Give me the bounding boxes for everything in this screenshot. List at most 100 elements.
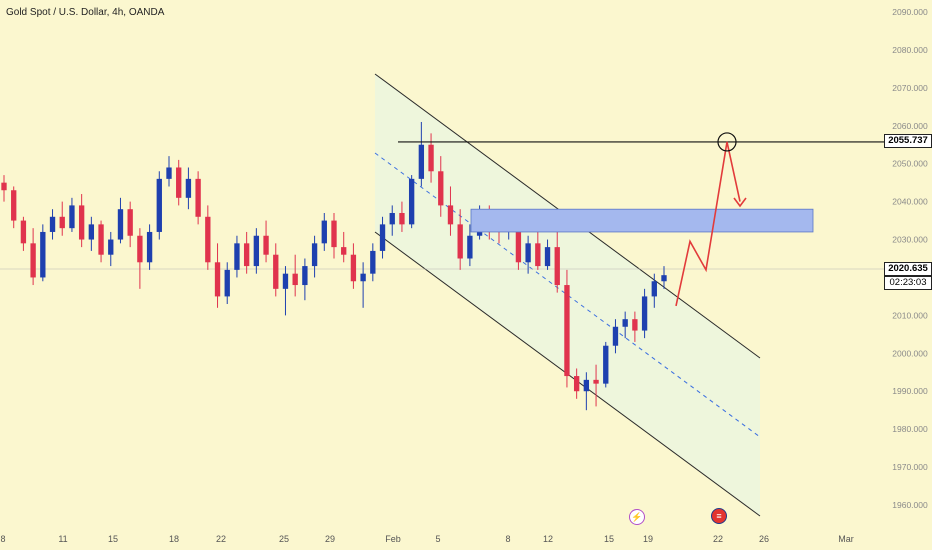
candle-body	[98, 224, 104, 255]
candle-body	[389, 212, 395, 225]
candle-body	[273, 254, 279, 289]
last-price-tag: 2020.635	[884, 262, 932, 276]
candle-body	[554, 247, 560, 286]
y-tick-label: 1960.000	[892, 500, 928, 510]
candle-body	[438, 171, 444, 206]
y-tick-label: 1980.000	[892, 424, 928, 434]
candle-body	[88, 224, 95, 240]
candle-body	[661, 275, 667, 282]
candle-body	[360, 273, 366, 282]
candle-body	[564, 285, 570, 377]
candle-body	[282, 273, 289, 289]
candle-body	[428, 144, 434, 172]
candle-body	[535, 243, 541, 267]
candle-body	[117, 209, 124, 240]
candle-body	[69, 205, 75, 229]
y-tick-label: 2090.000	[892, 7, 928, 17]
candle-body	[573, 376, 580, 392]
y-tick-label: 2060.000	[892, 121, 928, 131]
candle-body	[583, 379, 590, 392]
candle-body	[379, 224, 386, 251]
resistance-zone[interactable]	[470, 208, 814, 233]
us-flag-icon[interactable]: ≡	[711, 508, 727, 524]
candle-body	[603, 345, 609, 384]
x-tick-label: 8	[0, 534, 5, 544]
candle-body	[418, 144, 425, 179]
candle-body	[243, 243, 250, 267]
candle-body	[370, 250, 376, 274]
candle-body	[457, 224, 463, 259]
candle-body	[331, 220, 337, 248]
x-tick-label: 12	[543, 534, 553, 544]
candle-body	[20, 220, 27, 244]
candle-body	[166, 167, 172, 179]
candle-body	[311, 243, 318, 267]
candle-body	[292, 273, 298, 286]
candle-body	[146, 231, 153, 263]
x-tick-label: 15	[108, 534, 118, 544]
y-tick-label: 1990.000	[892, 386, 928, 396]
y-tick-label: 2010.000	[892, 310, 928, 320]
y-tick-label: 2030.000	[892, 235, 928, 245]
y-tick-label: 2040.000	[892, 197, 928, 207]
projection-path[interactable]	[675, 141, 741, 307]
x-tick-label: 5	[435, 534, 440, 544]
candle-body	[408, 178, 415, 225]
candle-body	[176, 167, 182, 198]
candle-body	[49, 216, 56, 232]
candle-body	[185, 178, 192, 198]
candle-body	[399, 212, 405, 225]
candle-body	[234, 243, 240, 270]
x-tick-label: 8	[505, 534, 510, 544]
candle-body	[127, 209, 133, 236]
x-tick-label: 19	[643, 534, 653, 544]
candle-body	[263, 235, 269, 255]
candle-body	[156, 178, 162, 232]
y-tick-label: 1970.000	[892, 462, 928, 472]
candle-body	[651, 281, 657, 297]
candle-body	[302, 266, 308, 286]
candle-body	[30, 243, 36, 278]
x-tick-label: 15	[604, 534, 614, 544]
chart-title: Gold Spot / U.S. Dollar, 4h, OANDA	[6, 7, 165, 18]
x-axis[interactable]: 8 11 15 18 22 25 29 Feb 5 8 12 15 19 22 26 Mar	[0, 534, 853, 544]
y-tick-label: 2080.000	[892, 45, 928, 55]
x-tick-label: 25	[279, 534, 289, 544]
candle-body	[40, 231, 46, 278]
x-tick-label: 26	[759, 534, 769, 544]
level-price-tag: 2055.737	[884, 134, 932, 148]
candle-body	[321, 220, 327, 244]
x-tick-label: 11	[58, 534, 67, 544]
candle-body	[253, 235, 260, 267]
target-circle[interactable]	[717, 132, 737, 152]
candle-body	[612, 326, 619, 346]
y-tick-label: 2000.000	[892, 348, 928, 358]
candle-body	[593, 379, 599, 384]
countdown-tag: 02:23:03	[884, 276, 932, 290]
candle-body	[214, 262, 221, 297]
candle-body	[622, 319, 628, 327]
candle-body	[205, 216, 211, 263]
x-tick-label: 18	[169, 534, 179, 544]
candle-body	[1, 182, 7, 191]
candle-body	[224, 269, 230, 297]
candle-body	[59, 216, 65, 229]
x-tick-label: 22	[216, 534, 226, 544]
candle-body	[467, 235, 473, 259]
candle-body	[350, 254, 357, 282]
candle-body	[447, 205, 454, 225]
candle-body	[632, 319, 638, 331]
lightning-icon[interactable]: ⚡	[629, 509, 645, 525]
y-tick-label: 2070.000	[892, 83, 928, 93]
candle-body	[341, 247, 347, 255]
candle-body	[544, 247, 551, 267]
y-tick-label: 2050.000	[892, 159, 928, 169]
candle-body	[525, 243, 531, 263]
x-tick-label: 29	[325, 534, 335, 544]
candle-body	[641, 296, 648, 331]
y-axis[interactable]: 1960.000 1970.000 1980.000 1990.000 2000.000…	[892, 7, 928, 510]
candle-body	[108, 239, 114, 255]
projection-arrowhead	[733, 197, 747, 208]
